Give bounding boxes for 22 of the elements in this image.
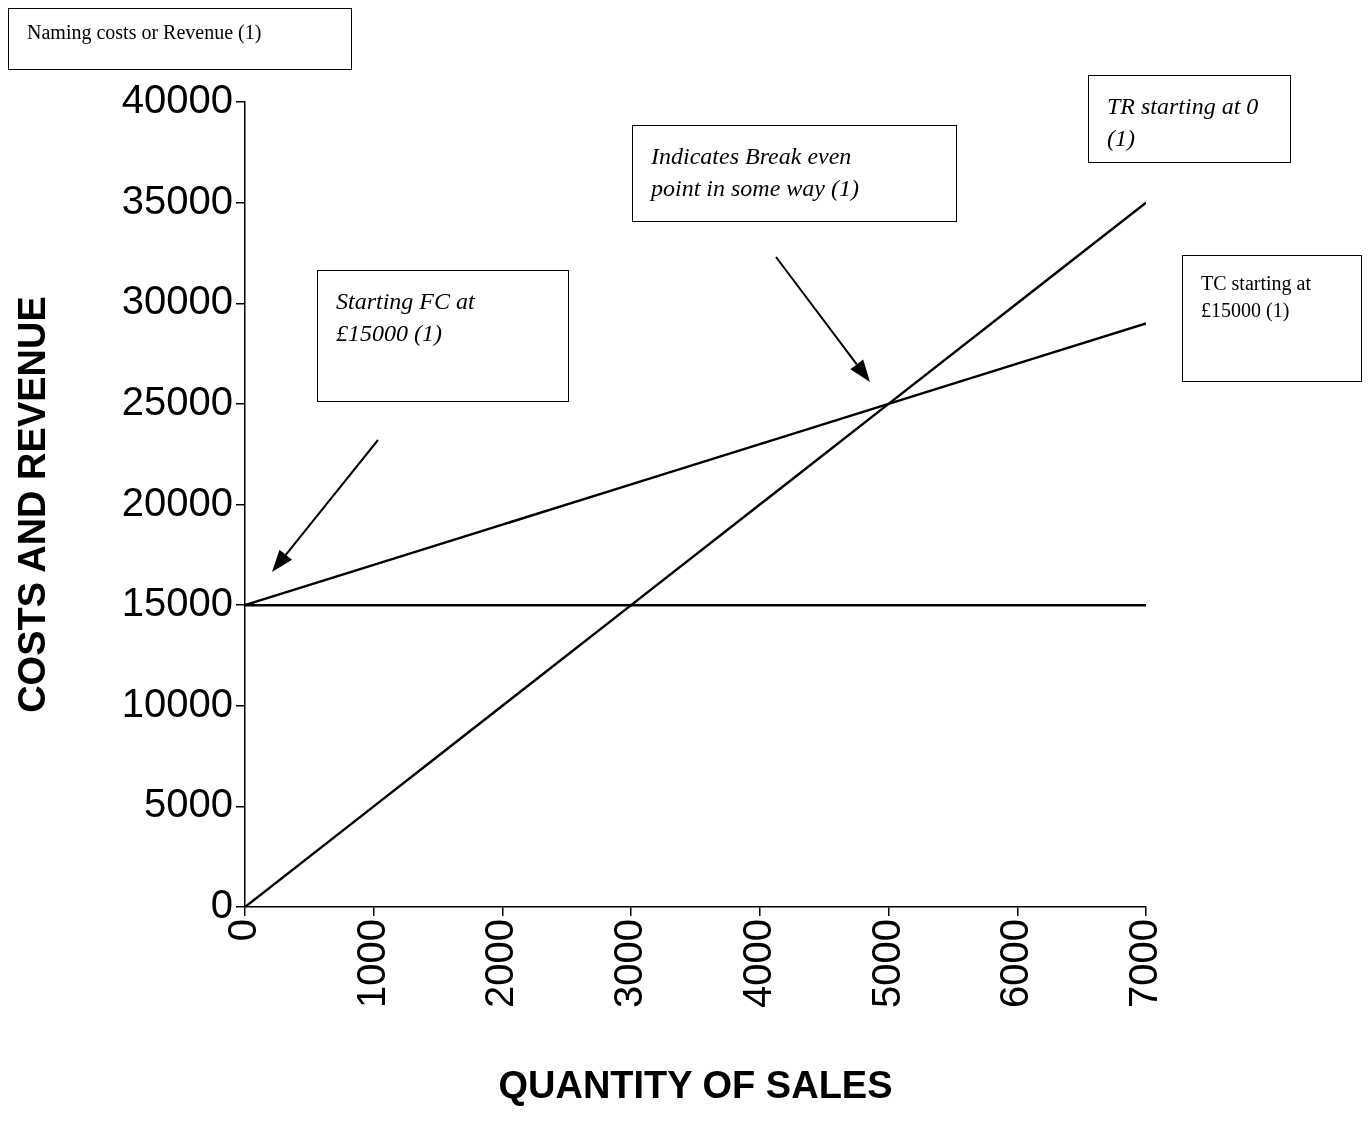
- y-axis-title: COSTS AND REVENUE: [11, 296, 54, 713]
- y-tick-label: 35000: [121, 177, 233, 222]
- x-tick-label: 5000: [863, 919, 908, 1008]
- y-tick-label: 30000: [121, 278, 233, 323]
- x-tick-label: 4000: [734, 919, 779, 1008]
- y-tick-label: 15000: [121, 580, 233, 625]
- annotation: Starting FC at £15000 (1): [317, 270, 569, 402]
- y-tick-label: 5000: [144, 781, 233, 826]
- text: TC starting at £15000 (1): [1182, 255, 1362, 382]
- x-tick-label: 6000: [992, 919, 1037, 1008]
- y-tick-label: 25000: [121, 378, 233, 423]
- y-tick-label: 10000: [121, 680, 233, 725]
- y-tick-label: 40000: [121, 77, 233, 122]
- annotation: Indicates Break even point in some way (1): [632, 125, 957, 222]
- x-tick-label: 2000: [477, 919, 522, 1008]
- annotation: TR starting at 0 (1): [1088, 75, 1291, 163]
- x-axis-title: QUANTITY OF SALES: [498, 1063, 893, 1106]
- x-tick-label: 1000: [348, 919, 393, 1008]
- x-tick-label: 3000: [606, 919, 651, 1008]
- y-tick-label: 20000: [121, 479, 233, 524]
- text: Naming costs or Revenue (1): [8, 8, 352, 70]
- x-tick-label: 7000: [1121, 919, 1166, 1008]
